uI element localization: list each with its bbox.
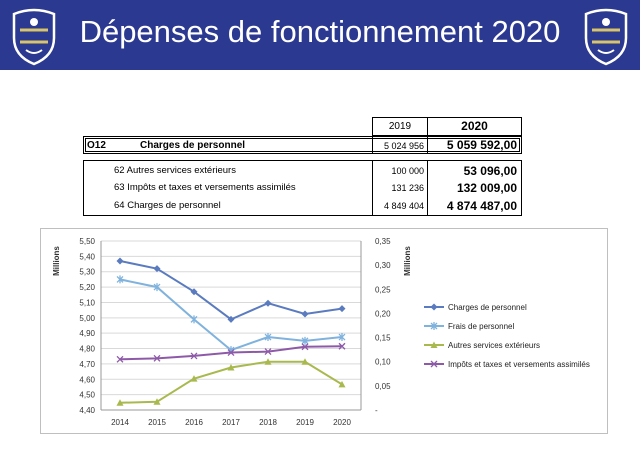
section-row bbox=[83, 136, 522, 154]
slide-header: Dépenses de fonctionnement 2020 bbox=[0, 0, 640, 70]
section-divider-a bbox=[372, 136, 373, 154]
chart-frame bbox=[40, 228, 608, 434]
header-2020-cell: 2020 bbox=[427, 117, 522, 136]
detail-divider-b bbox=[427, 160, 428, 216]
section-label: Charges de personnel bbox=[140, 140, 246, 151]
coat-of-arms-icon bbox=[584, 8, 628, 66]
row-value-2020: 53 096,00 bbox=[463, 164, 517, 178]
section-value-2020: 5 059 592,00 bbox=[446, 138, 517, 152]
row-value-2019: 4 849 404 bbox=[383, 201, 424, 211]
section-code: O12 bbox=[87, 140, 106, 151]
section-value-2019: 5 024 956 bbox=[383, 141, 424, 151]
row-value-2020: 4 874 487,00 bbox=[446, 199, 517, 213]
row-value-2019: 131 236 bbox=[391, 183, 424, 193]
row-value-2019: 100 000 bbox=[391, 166, 424, 176]
row-label: 64 Charges de personnel bbox=[114, 200, 221, 211]
coat-of-arms-icon bbox=[12, 8, 56, 66]
header-2019-cell: 2019 bbox=[372, 117, 427, 136]
row-label: 63 Impôts et taxes et versements assimil… bbox=[114, 182, 296, 193]
row-value-2020: 132 009,00 bbox=[456, 181, 517, 195]
detail-box bbox=[83, 160, 522, 216]
page-title: Dépenses de fonctionnement 2020 bbox=[79, 14, 561, 49]
row-label: 62 Autres services extérieurs bbox=[114, 165, 236, 176]
section-divider-b bbox=[427, 136, 428, 154]
detail-divider-a bbox=[372, 160, 373, 216]
